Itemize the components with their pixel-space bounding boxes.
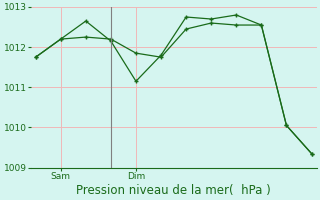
X-axis label: Pression niveau de la mer(  hPa ): Pression niveau de la mer( hPa ) [76,184,271,197]
